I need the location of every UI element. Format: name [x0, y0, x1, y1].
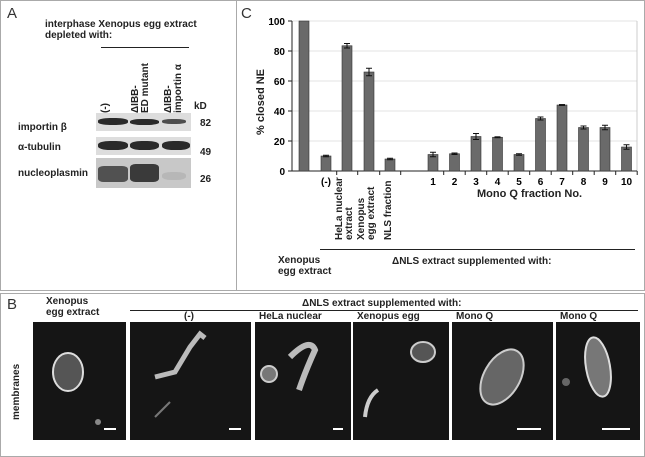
micrograph-xenopus	[33, 322, 126, 440]
divider	[101, 47, 189, 48]
x-tick-label: 4	[495, 177, 501, 188]
group-label: ΔNLS extract supplemented with:	[392, 256, 552, 267]
group-label: ΔNLS extract supplemented with:	[302, 298, 462, 309]
row-label: nucleoplasmin	[18, 168, 89, 179]
bar	[298, 20, 310, 172]
x-tick-label: 5	[516, 177, 522, 188]
bar	[363, 71, 375, 172]
micrograph-hela	[255, 322, 351, 440]
y-tick-label: 60	[274, 77, 286, 88]
panel-a: A interphase Xenopus egg extract deplete…	[0, 0, 237, 291]
category-label: HeLa nuclear extract	[334, 177, 355, 240]
category-label: Xenopus egg extract	[356, 186, 377, 240]
row-label: membranes	[11, 363, 22, 420]
x-tick-label: 9	[602, 177, 608, 188]
x-tick-label: 10	[621, 177, 633, 188]
blot-nucleoplasmin	[96, 158, 191, 188]
category-label: NLS fraction	[383, 180, 394, 240]
row-label: importin β	[18, 122, 67, 133]
bar	[535, 118, 546, 172]
x-tick-label: 3	[473, 177, 479, 188]
y-tick-label: 80	[274, 47, 286, 58]
bar	[470, 136, 482, 172]
y-axis-label: % closed NE	[255, 68, 267, 135]
micrograph-fraction-6	[452, 322, 553, 440]
bar	[341, 45, 353, 172]
x-tick-label: 6	[538, 177, 544, 188]
bar-chart: 0 20 40 60 80 100 (-) 1 2 3 4 5 6 7 8 9 10	[268, 17, 638, 188]
y-tick-label: 20	[274, 137, 286, 148]
bar	[578, 127, 589, 172]
divider	[130, 310, 638, 311]
bar	[556, 104, 568, 172]
bar	[492, 136, 503, 172]
kd-label: kD	[194, 101, 207, 112]
micrograph-xenopus-supplement	[353, 322, 449, 440]
bar	[621, 146, 632, 172]
x-tick-label: 8	[581, 177, 587, 188]
x-tick-label: 7	[559, 177, 565, 188]
marker-49: 49	[200, 147, 212, 158]
bottom-left-label: Xenopus egg extract	[278, 255, 332, 277]
micrograph-negative	[130, 322, 251, 440]
y-tick-label: 100	[268, 17, 285, 28]
bar	[513, 154, 525, 172]
panel-label: C	[241, 5, 252, 22]
bar	[320, 155, 332, 172]
x-axis-label: Mono Q fraction No.	[477, 188, 583, 200]
row-label: α-tubulin	[18, 142, 61, 153]
bar	[599, 127, 611, 172]
micrograph-fraction-7	[556, 322, 640, 440]
blot-tubulin	[96, 137, 191, 155]
bar	[384, 158, 396, 172]
marker-26: 26	[200, 174, 212, 185]
panel-label: A	[7, 5, 18, 22]
x-tick-label: 2	[452, 177, 458, 188]
divider	[320, 249, 635, 250]
x-tick-label: 1	[430, 177, 436, 188]
bar	[449, 153, 460, 172]
left-label: Xenopus egg extract	[46, 296, 100, 318]
blot-title: interphase Xenopus egg extract depleted …	[45, 19, 197, 41]
y-tick-label: 40	[274, 107, 286, 118]
x-tick-label: (-)	[321, 177, 331, 188]
panel-label: B	[7, 296, 18, 313]
blot-importin-beta	[96, 113, 191, 131]
marker-82: 82	[200, 118, 212, 129]
column-label: (-)	[184, 311, 194, 322]
y-tick-label: 0	[279, 167, 285, 178]
